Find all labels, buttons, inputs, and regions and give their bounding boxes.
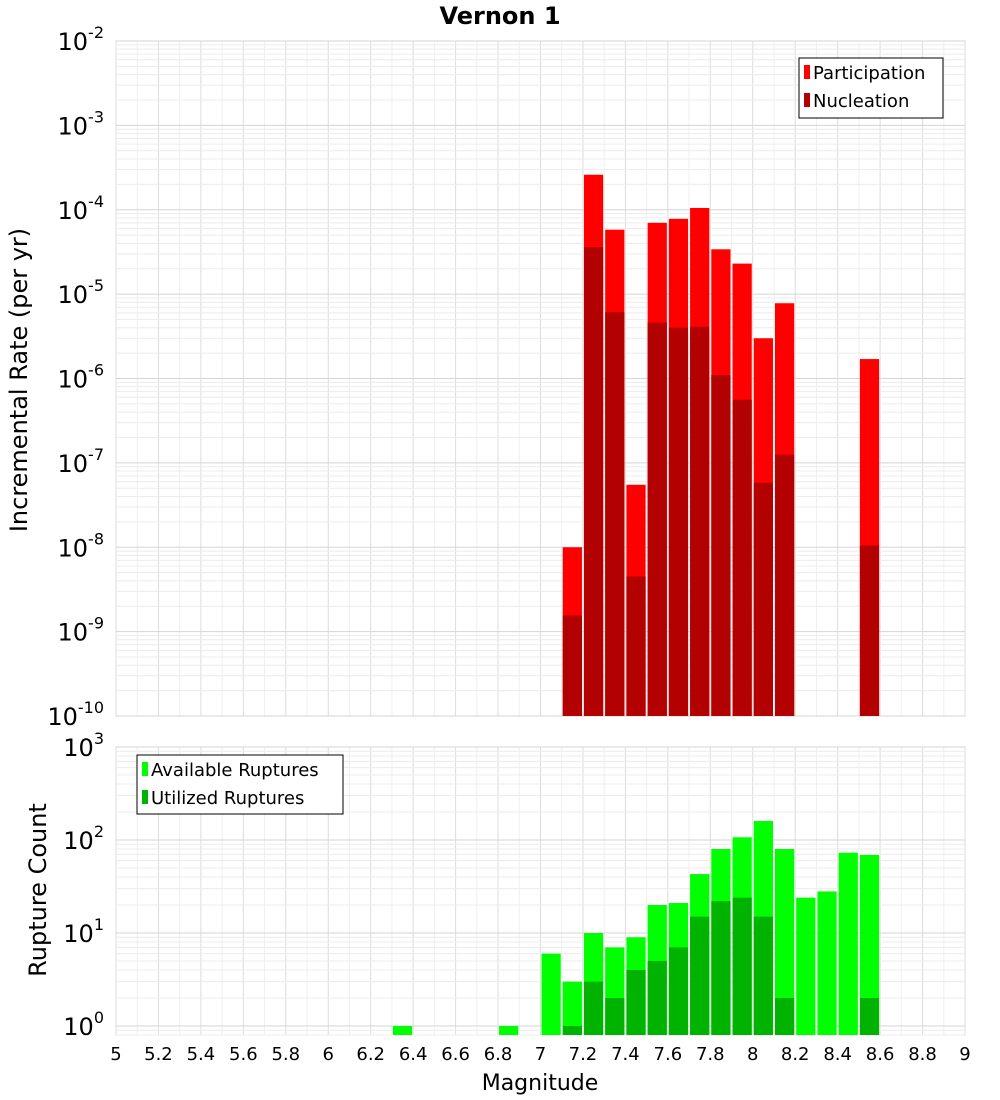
bottom-legend-label: Utilized Ruptures <box>151 788 304 809</box>
bottom-legend-swatch <box>142 762 148 776</box>
bottom-bar-utilized-ruptures <box>562 1025 582 1035</box>
top-y-tick-label: 10-6 <box>58 361 105 394</box>
bottom-bar-utilized-ruptures <box>626 969 646 1035</box>
x-tick-label: 8 <box>747 1044 758 1065</box>
bottom-bar-utilized-ruptures <box>753 916 773 1035</box>
bottom-bar-available-ruptures <box>796 897 816 1035</box>
bottom-bar-available-ruptures <box>541 953 561 1035</box>
bottom-bar-utilized-ruptures <box>668 947 689 1035</box>
top-y-tick-label: 10-7 <box>58 445 105 478</box>
x-tick-label: 8.2 <box>781 1044 810 1065</box>
x-tick-label: 6 <box>323 1044 334 1065</box>
top-legend-box <box>798 57 944 119</box>
bottom-bar-utilized-ruptures <box>647 960 667 1035</box>
top-bar-nucleation <box>605 312 625 716</box>
bottom-bar-utilized-ruptures <box>711 901 731 1035</box>
top-y-tick-label: 10-10 <box>47 698 104 731</box>
x-tick-label: 7 <box>535 1044 546 1065</box>
top-legend-label: Participation <box>813 63 925 84</box>
x-axis-label: Magnitude <box>482 1071 599 1096</box>
x-tick-label: 8.6 <box>866 1044 895 1065</box>
top-bar-nucleation <box>711 375 731 716</box>
bottom-y-tick-label: 102 <box>63 822 104 855</box>
top-y-tick-label: 10-3 <box>58 107 105 140</box>
bottom-bar-utilized-ruptures <box>583 981 604 1035</box>
x-tick-label: 9 <box>959 1044 970 1065</box>
bottom-bar-available-ruptures <box>499 1025 519 1035</box>
bottom-bar-utilized-ruptures <box>732 897 752 1035</box>
bottom-legend-box <box>136 754 344 815</box>
bottom-y-tick-label: 101 <box>63 915 104 948</box>
top-legend-swatch <box>804 65 810 79</box>
top-y-tick-label: 10-2 <box>58 23 105 56</box>
bottom-bar-available-ruptures <box>392 1025 413 1035</box>
top-bar-nucleation <box>583 247 604 716</box>
top-y-tick-label: 10-9 <box>58 614 105 647</box>
x-tick-label: 6.8 <box>484 1044 513 1065</box>
top-bar-nucleation <box>859 545 880 716</box>
top-bar-nucleation <box>626 576 646 716</box>
top-y-axis-label: Incremental Rate (per yr) <box>5 228 33 532</box>
bottom-bar-available-ruptures <box>817 891 837 1035</box>
plot-layer: 10-10 10-9 10-8 10-7 10-6 10-5 10-4 10-3 10-2 Par… <box>47 23 970 1065</box>
bottom-bar-available-ruptures <box>838 852 858 1035</box>
x-tick-label: 5 <box>110 1044 121 1065</box>
x-tick-label: 5.4 <box>187 1044 216 1065</box>
bottom-y-tick-label: 103 <box>63 729 104 762</box>
bottom-bar-available-ruptures <box>774 849 795 1035</box>
x-tick-label: 8.8 <box>908 1044 937 1065</box>
bottom-bar-available-ruptures <box>859 854 880 1035</box>
top-bar-nucleation <box>753 482 773 716</box>
bottom-legend-swatch <box>142 790 148 804</box>
x-tick-label: 7.2 <box>569 1044 598 1065</box>
bottom-legend-label: Available Ruptures <box>151 760 319 781</box>
x-tick-label: 8.4 <box>823 1044 852 1065</box>
bottom-bar-utilized-ruptures <box>859 997 880 1035</box>
x-tick-label: 6.4 <box>399 1044 428 1065</box>
x-tick-label: 6.2 <box>356 1044 385 1065</box>
x-tick-label: 7.6 <box>654 1044 683 1065</box>
bottom-bar-available-ruptures <box>562 981 582 1035</box>
x-tick-label: 7.8 <box>696 1044 725 1065</box>
top-bar-nucleation <box>774 454 795 716</box>
top-bar-nucleation <box>647 322 667 716</box>
top-bar-nucleation <box>562 615 582 716</box>
top-legend-label: Nucleation <box>813 91 909 112</box>
chart-title: Vernon 1 <box>439 2 560 30</box>
top-y-tick-label: 10-8 <box>58 529 105 562</box>
x-tick-label: 7.4 <box>611 1044 640 1065</box>
bottom-bar-utilized-ruptures <box>774 997 795 1035</box>
x-tick-label: 5.2 <box>144 1044 173 1065</box>
top-legend-swatch <box>804 93 810 107</box>
bottom-bar-utilized-ruptures <box>605 997 625 1035</box>
top-bar-nucleation <box>732 399 752 716</box>
top-y-tick-label: 10-5 <box>58 276 105 309</box>
top-y-tick-label: 10-4 <box>58 192 105 225</box>
top-bar-nucleation <box>690 326 710 716</box>
x-tick-label: 5.8 <box>271 1044 300 1065</box>
x-tick-label: 5.6 <box>229 1044 258 1065</box>
top-bar-nucleation <box>668 327 689 716</box>
bottom-bar-utilized-ruptures <box>690 916 710 1035</box>
x-tick-label: 6.6 <box>441 1044 470 1065</box>
bottom-y-axis-label: Rupture Count <box>24 803 52 977</box>
bottom-y-tick-label: 100 <box>63 1008 104 1041</box>
